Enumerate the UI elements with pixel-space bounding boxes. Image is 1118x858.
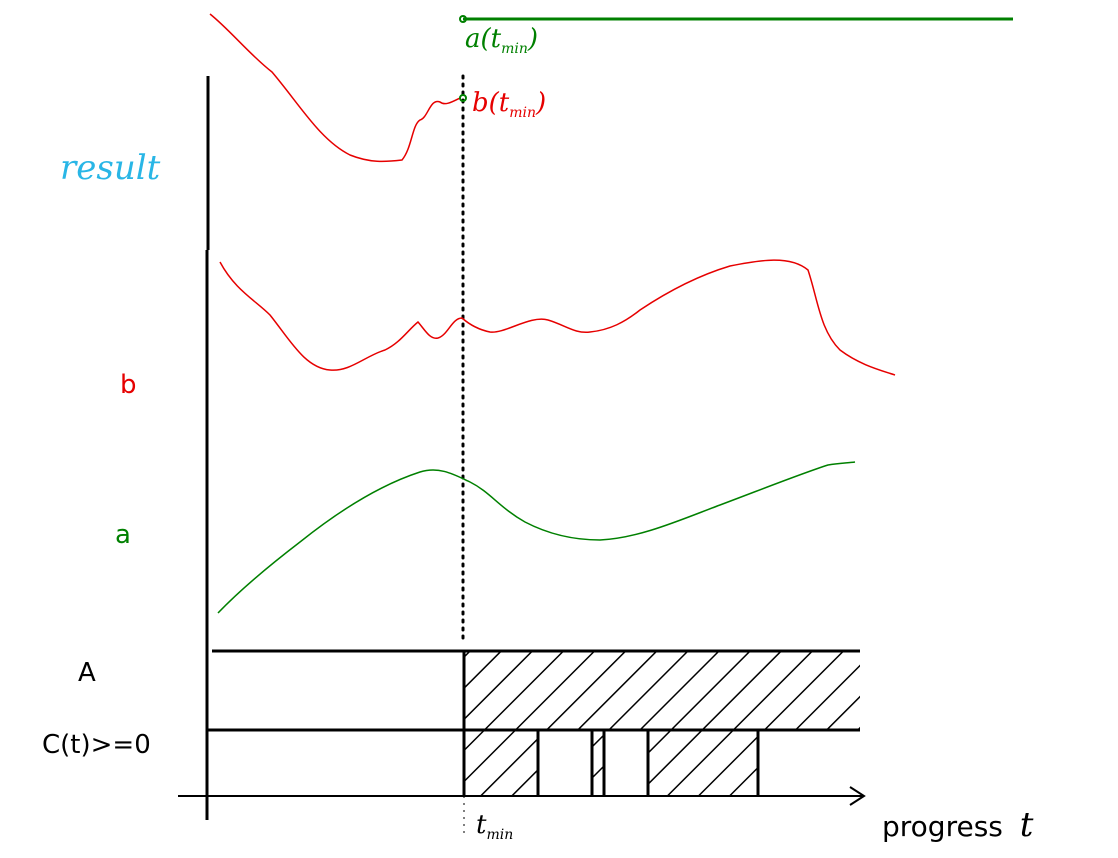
- a-tmin-sub: min: [501, 41, 528, 58]
- a-tmin-label: a(tmin): [465, 24, 538, 57]
- result-label: result: [60, 148, 161, 188]
- c-band-segment-3: [648, 730, 758, 796]
- a-label: a: [115, 520, 131, 550]
- b-tmin-point: [459, 94, 467, 102]
- vertical-axis: [205, 76, 210, 820]
- c-band-segment-1: [464, 730, 538, 796]
- A-band-label: A: [78, 658, 96, 688]
- a-tmin-point: [459, 15, 467, 23]
- b-tmin-sub: min: [509, 105, 537, 122]
- t-min-t: t: [476, 810, 487, 840]
- result-b-curve: [209, 13, 461, 163]
- a-band-hatched-region: [464, 651, 860, 730]
- c-condition-label: C(t)>=0: [42, 730, 151, 760]
- c-band-segment-2: [592, 730, 604, 796]
- b-curve: [219, 259, 896, 376]
- b-tmin-text: b(t: [472, 88, 510, 118]
- progress-label: progress t: [882, 805, 1033, 845]
- t-min-label: tmin: [476, 810, 513, 843]
- b-label: b: [120, 370, 137, 400]
- t-min-sub: min: [486, 827, 514, 844]
- b-tmin-close: ): [536, 88, 547, 118]
- progress-t: t: [1019, 805, 1034, 845]
- a-tmin-text: a(t: [465, 24, 502, 54]
- a-curve: [217, 461, 856, 614]
- b-tmin-label: b(tmin): [472, 88, 546, 121]
- progress-word: progress: [882, 810, 1003, 843]
- a-tmin-close: ): [527, 24, 539, 54]
